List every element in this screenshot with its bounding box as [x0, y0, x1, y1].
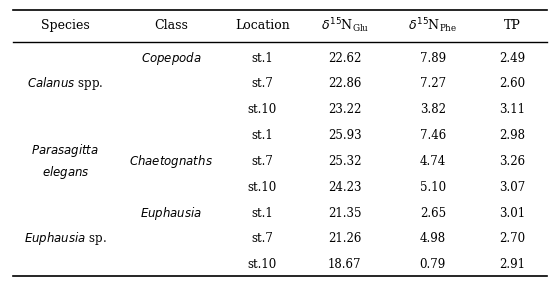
- Text: st.1: st.1: [251, 51, 273, 65]
- Text: 18.67: 18.67: [328, 258, 361, 271]
- Text: 25.32: 25.32: [328, 155, 361, 168]
- Text: 22.62: 22.62: [328, 51, 361, 65]
- Text: $\delta^{15}$N$_{\mathregular{Phe}}$: $\delta^{15}$N$_{\mathregular{Phe}}$: [408, 16, 458, 35]
- Text: $\it{Euphausia}$: $\it{Euphausia}$: [140, 204, 202, 222]
- Text: 2.65: 2.65: [420, 206, 446, 220]
- Text: 7.89: 7.89: [420, 51, 446, 65]
- Text: st.7: st.7: [251, 78, 273, 90]
- Text: $\it{Chaetognaths}$: $\it{Chaetognaths}$: [129, 153, 213, 170]
- Text: st.10: st.10: [248, 103, 277, 116]
- Text: st.10: st.10: [248, 181, 277, 194]
- Text: 24.23: 24.23: [328, 181, 361, 194]
- Text: st.7: st.7: [251, 233, 273, 245]
- Text: 3.26: 3.26: [499, 155, 525, 168]
- Text: 4.98: 4.98: [420, 233, 446, 245]
- Text: 2.91: 2.91: [499, 258, 525, 271]
- Text: 3.82: 3.82: [420, 103, 446, 116]
- Text: 3.11: 3.11: [499, 103, 525, 116]
- Text: 7.27: 7.27: [420, 78, 446, 90]
- Text: 23.22: 23.22: [328, 103, 361, 116]
- Text: 2.98: 2.98: [499, 129, 525, 142]
- Text: $\delta^{15}$N$_{\mathregular{Glu}}$: $\delta^{15}$N$_{\mathregular{Glu}}$: [320, 16, 369, 35]
- Text: 2.60: 2.60: [499, 78, 525, 90]
- Text: 3.01: 3.01: [499, 206, 525, 220]
- Text: Class: Class: [155, 19, 188, 32]
- Text: st.1: st.1: [251, 206, 273, 220]
- Text: 4.74: 4.74: [419, 155, 446, 168]
- Text: $\it{Copepoda}$: $\it{Copepoda}$: [141, 49, 202, 67]
- Text: 2.49: 2.49: [499, 51, 525, 65]
- Text: 2.70: 2.70: [499, 233, 525, 245]
- Text: st.10: st.10: [248, 258, 277, 271]
- Text: $\it{Calanus}$ spp.: $\it{Calanus}$ spp.: [27, 76, 104, 92]
- Text: 25.93: 25.93: [328, 129, 361, 142]
- Text: 21.26: 21.26: [328, 233, 361, 245]
- Text: 0.79: 0.79: [419, 258, 446, 271]
- Text: $\it{Euphausia}$ sp.: $\it{Euphausia}$ sp.: [24, 231, 107, 247]
- Text: st.1: st.1: [251, 129, 273, 142]
- Text: st.7: st.7: [251, 155, 273, 168]
- Text: $\it{Parasagitta}$
$\it{elegans}$: $\it{Parasagitta}$ $\it{elegans}$: [31, 142, 100, 181]
- Text: Location: Location: [235, 19, 290, 32]
- Text: 7.46: 7.46: [419, 129, 446, 142]
- Text: 21.35: 21.35: [328, 206, 361, 220]
- Text: 3.07: 3.07: [499, 181, 525, 194]
- Text: TP: TP: [504, 19, 521, 32]
- Text: 22.86: 22.86: [328, 78, 361, 90]
- Text: Species: Species: [41, 19, 90, 32]
- Text: 5.10: 5.10: [420, 181, 446, 194]
